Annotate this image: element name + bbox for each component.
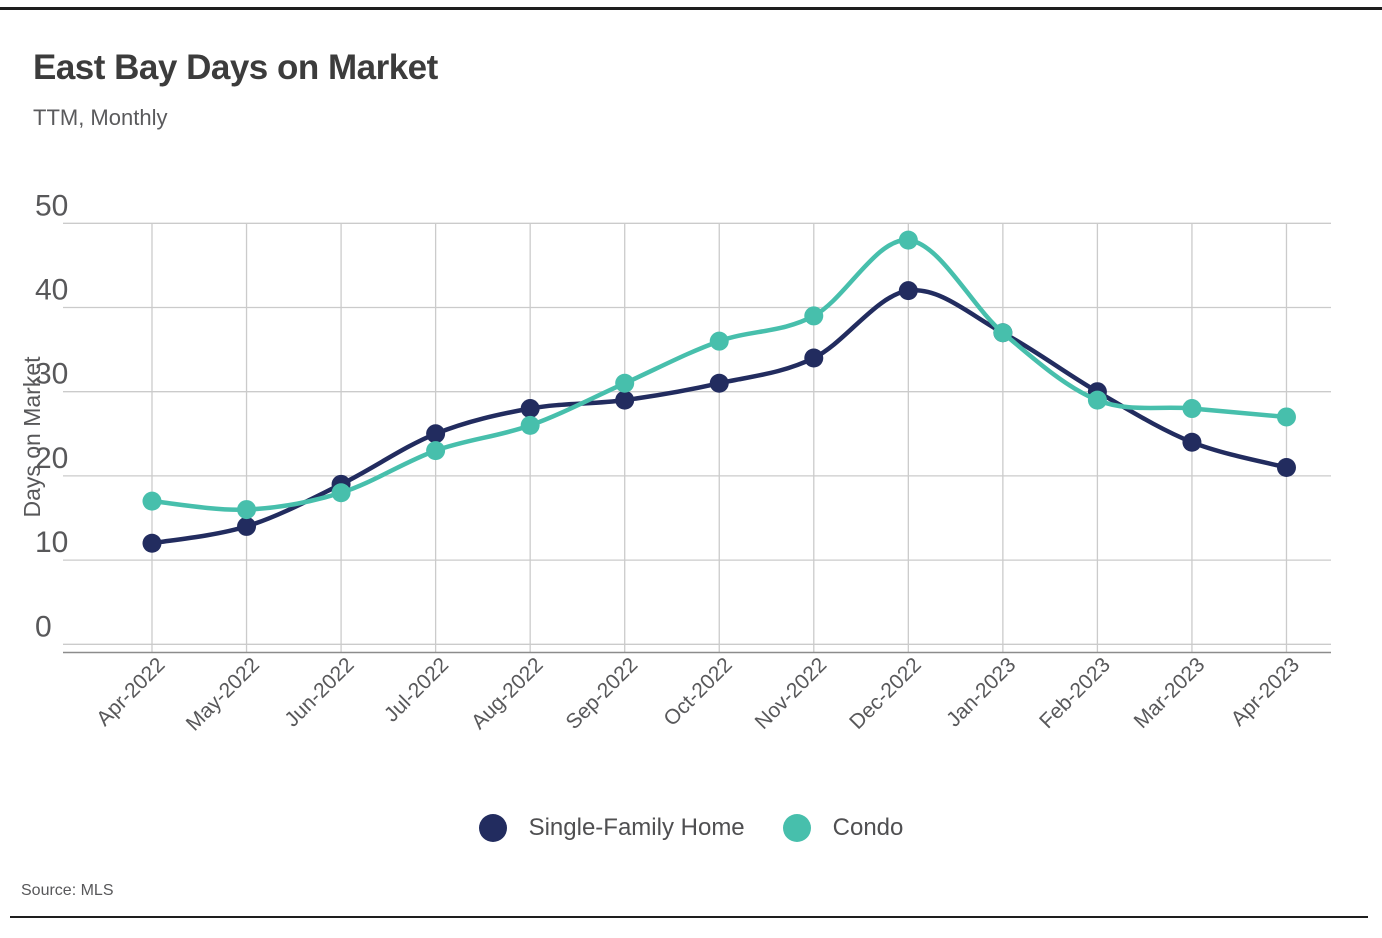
data-point-single-family-home: [804, 348, 824, 368]
data-point-condo: [331, 483, 351, 503]
x-axis-tick-label: Nov-2022: [751, 653, 832, 734]
data-point-single-family-home: [426, 424, 446, 444]
data-point-condo: [709, 331, 729, 351]
x-axis-tick-label: Sep-2022: [562, 653, 643, 734]
x-axis-tick-label: Jun-2022: [280, 653, 358, 731]
legend-item-single-family: Single-Family Home: [478, 814, 745, 842]
x-axis-tick-label: Oct-2022: [659, 653, 736, 730]
data-point-single-family-home: [1182, 432, 1202, 452]
legend-label-single-family: Single-Family Home: [528, 814, 745, 841]
x-axis-tick-label: Mar-2023: [1130, 653, 1210, 733]
data-point-condo: [1087, 390, 1107, 410]
x-axis-tick-label: Aug-2022: [467, 653, 548, 734]
y-axis-tick-label: 40: [35, 274, 68, 307]
y-axis-tick-label: 0: [35, 610, 52, 643]
data-point-single-family-home: [1276, 457, 1296, 477]
data-point-single-family-home: [709, 373, 729, 393]
x-axis-tick-label: Feb-2023: [1035, 653, 1115, 733]
legend-item-condo: Condo: [782, 814, 904, 842]
condo-legend-dot-icon: [782, 814, 811, 842]
data-point-single-family-home: [142, 533, 162, 553]
data-point-single-family-home: [520, 399, 540, 419]
top-border-rule: [0, 7, 1382, 10]
data-point-single-family-home: [615, 390, 635, 410]
x-axis-tick-label: Jul-2022: [380, 653, 453, 726]
data-point-condo: [804, 306, 824, 326]
x-axis-tick-label: Jan-2023: [942, 653, 1020, 731]
bottom-border-rule: [10, 916, 1368, 918]
data-point-condo: [898, 230, 918, 250]
source-note: Source: MLS: [21, 882, 114, 899]
x-axis-tick-label: May-2022: [182, 653, 264, 735]
data-point-condo: [142, 491, 162, 511]
data-point-condo: [1276, 407, 1296, 427]
data-point-condo: [237, 500, 257, 520]
y-axis-title: Days on Market: [19, 356, 45, 518]
data-point-condo: [615, 373, 635, 393]
data-point-condo: [993, 323, 1013, 343]
chart-legend: Single-Family Home Condo: [0, 806, 1382, 850]
x-axis-tick-label: Apr-2023: [1227, 653, 1304, 730]
single-family-legend-dot-icon: [478, 814, 507, 842]
y-axis-tick-label: 20: [35, 442, 68, 475]
legend-label-condo: Condo: [832, 814, 904, 841]
data-point-single-family-home: [898, 281, 918, 301]
y-axis-tick-label: 30: [35, 358, 68, 391]
data-point-condo: [520, 415, 540, 435]
x-axis-tick-label: Apr-2022: [92, 653, 169, 730]
chart-title: East Bay Days on Market: [33, 48, 438, 87]
chart-subtitle: TTM, Monthly: [33, 105, 168, 130]
y-axis-tick-label: 10: [35, 526, 68, 559]
x-axis-tick-label: Dec-2022: [845, 653, 926, 734]
data-point-condo: [1182, 399, 1202, 419]
data-point-single-family-home: [237, 516, 257, 536]
y-axis-tick-label: 50: [35, 189, 68, 222]
data-point-condo: [426, 441, 446, 461]
